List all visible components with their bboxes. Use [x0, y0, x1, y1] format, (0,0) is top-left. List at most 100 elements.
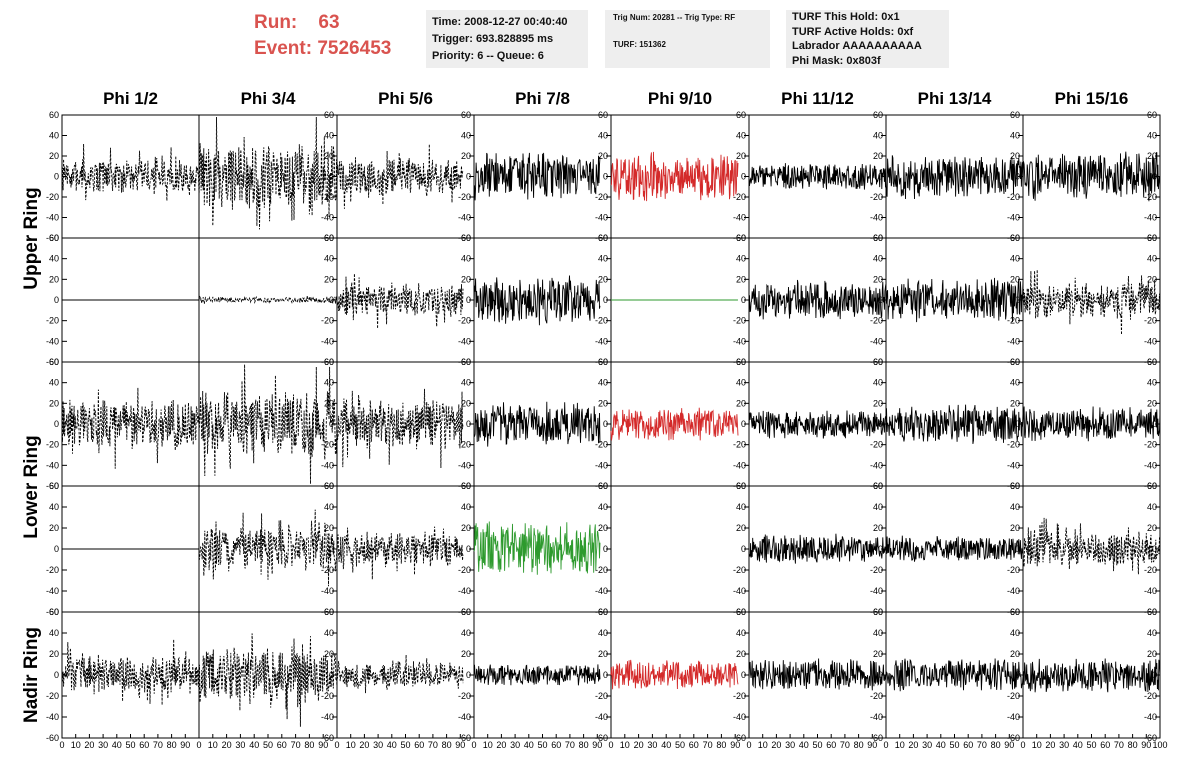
- waveform-trace: [748, 410, 887, 439]
- y-tick-label: 60: [736, 110, 746, 120]
- x-tick-label: 80: [579, 740, 589, 750]
- x-tick-label: 90: [867, 740, 877, 750]
- run-event-block: Run: 63 Event: 7526453: [254, 10, 391, 62]
- y-tick-label: 20: [49, 151, 59, 161]
- y-tick-label: 60: [1147, 607, 1157, 617]
- y-tick-label: 20: [1147, 274, 1157, 284]
- y-tick-label: 60: [736, 481, 746, 491]
- y-tick-label: 60: [736, 357, 746, 367]
- y-tick-label: 60: [1147, 357, 1157, 367]
- y-tick-label: 20: [1010, 649, 1020, 659]
- y-tick-label: -40: [46, 712, 59, 722]
- x-tick-label: 40: [249, 740, 259, 750]
- y-tick-label: 60: [324, 607, 334, 617]
- x-tick-label: 90: [1004, 740, 1014, 750]
- x-tick-label: 60: [414, 740, 424, 750]
- x-tick-label: 100: [1152, 740, 1167, 750]
- y-tick-label: 0: [603, 172, 608, 182]
- x-tick-label: 60: [139, 740, 149, 750]
- x-tick-label: 30: [373, 740, 383, 750]
- y-tick-label: -40: [458, 213, 471, 223]
- x-tick-label: 70: [153, 740, 163, 750]
- y-tick-label: 40: [49, 131, 59, 141]
- y-tick-label: 0: [1152, 172, 1157, 182]
- y-tick-label: 0: [54, 670, 59, 680]
- x-tick-label: 80: [167, 740, 177, 750]
- y-tick-label: 0: [466, 670, 471, 680]
- y-tick-label: 60: [49, 233, 59, 243]
- y-tick-label: 60: [324, 110, 334, 120]
- y-tick-label: 20: [736, 523, 746, 533]
- y-tick-label: -60: [46, 607, 59, 617]
- run-label: Run:: [254, 12, 298, 33]
- x-tick-label: 70: [1114, 740, 1124, 750]
- y-tick-label: -40: [46, 336, 59, 346]
- y-tick-label: -40: [458, 336, 471, 346]
- y-tick-label: -40: [1007, 460, 1020, 470]
- x-tick-label: 40: [1073, 740, 1083, 750]
- y-tick-label: -40: [458, 460, 471, 470]
- y-tick-label: 40: [461, 254, 471, 264]
- y-tick-label: 60: [324, 233, 334, 243]
- x-tick-label: 70: [565, 740, 575, 750]
- y-tick-label: 40: [598, 254, 608, 264]
- x-tick-label: 10: [895, 740, 905, 750]
- y-tick-label: 20: [461, 398, 471, 408]
- y-tick-label: -60: [46, 233, 59, 243]
- waveform-trace: [336, 273, 464, 329]
- y-tick-label: -20: [1144, 316, 1157, 326]
- y-tick-label: 0: [603, 670, 608, 680]
- waveform-trace: [336, 654, 464, 694]
- trig-num-text: Trig Num: 20281 -- Trig Type: RF: [613, 13, 736, 22]
- x-tick-label: 80: [854, 740, 864, 750]
- x-tick-label: 30: [235, 740, 245, 750]
- y-tick-label: -20: [1007, 192, 1020, 202]
- waveform-trace: [198, 364, 338, 484]
- y-tick-label: -40: [1144, 586, 1157, 596]
- y-tick-label: 0: [1015, 295, 1020, 305]
- x-tick-label: 50: [125, 740, 135, 750]
- y-tick-label: 40: [324, 502, 334, 512]
- y-tick-label: -40: [1144, 460, 1157, 470]
- y-tick-label: 0: [466, 172, 471, 182]
- y-tick-label: 20: [324, 151, 334, 161]
- panel-frame: [1022, 237, 1161, 363]
- labrador-text: Labrador AAAAAAAAAA: [792, 40, 922, 52]
- y-tick-label: -60: [46, 733, 59, 743]
- x-tick-label: 0: [196, 740, 201, 750]
- y-tick-label: 40: [1010, 628, 1020, 638]
- x-tick-label: 40: [799, 740, 809, 750]
- x-tick-label: 90: [318, 740, 328, 750]
- x-tick-label: 70: [291, 740, 301, 750]
- y-tick-label: -40: [870, 460, 883, 470]
- y-tick-label: -20: [458, 691, 471, 701]
- x-tick-label: 70: [840, 740, 850, 750]
- y-tick-label: -40: [1007, 586, 1020, 596]
- x-tick-label: 40: [387, 740, 397, 750]
- y-tick-label: 20: [461, 151, 471, 161]
- waveform-trace: [1022, 406, 1161, 442]
- y-tick-label: -20: [595, 691, 608, 701]
- turf-text: TURF: 151362: [613, 40, 666, 49]
- y-tick-label: 40: [1010, 131, 1020, 141]
- y-tick-label: 60: [49, 607, 59, 617]
- y-tick-label: -20: [458, 440, 471, 450]
- waveform-trace: [61, 143, 200, 201]
- y-tick-label: 60: [461, 233, 471, 243]
- y-tick-label: 40: [598, 131, 608, 141]
- y-tick-label: 60: [598, 233, 608, 243]
- y-tick-label: -40: [595, 336, 608, 346]
- y-tick-label: -20: [1007, 565, 1020, 575]
- waveform-trace: [198, 633, 338, 727]
- y-tick-label: 20: [49, 274, 59, 284]
- y-tick-label: -40: [46, 460, 59, 470]
- x-tick-label: 70: [428, 740, 438, 750]
- y-tick-label: -60: [870, 733, 883, 743]
- x-tick-label: 30: [1059, 740, 1069, 750]
- y-tick-label: -40: [321, 586, 334, 596]
- y-tick-label: 20: [49, 523, 59, 533]
- waveform-trace: [198, 295, 338, 304]
- column-header-phi: Phi 1/2: [103, 89, 158, 108]
- y-tick-label: -20: [733, 192, 746, 202]
- y-tick-label: -40: [321, 213, 334, 223]
